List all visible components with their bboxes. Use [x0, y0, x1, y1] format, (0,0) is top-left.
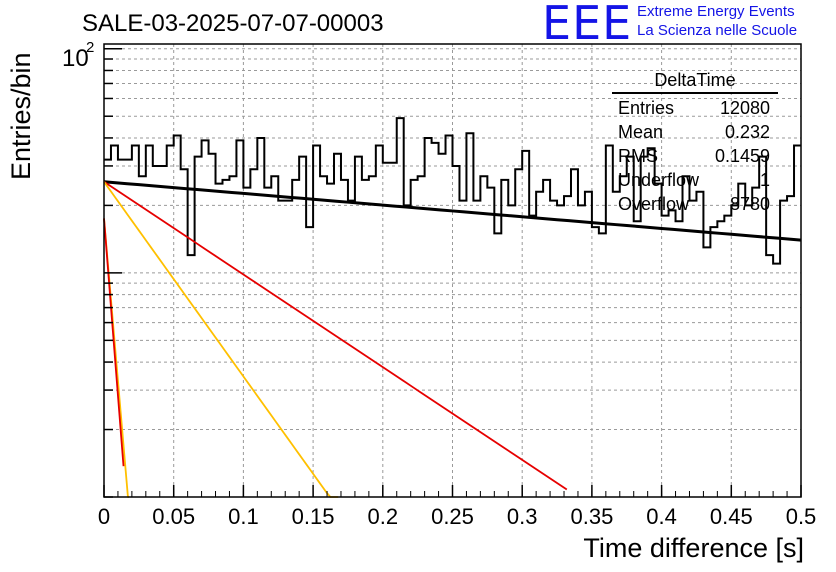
x-tick-label: 0.05 [152, 504, 195, 529]
histogram-steps [104, 117, 801, 265]
logo-line-2: La Scienza nelle Scuole [637, 22, 798, 39]
stats-row: Underflow 1 [612, 168, 778, 192]
stats-row: Overflow 8780 [612, 192, 778, 216]
x-tick-label: 0.2 [368, 504, 399, 529]
x-tick-label: 0.4 [646, 504, 677, 529]
y-tick-label-100: 10 [62, 45, 89, 72]
stats-label: Mean [618, 122, 664, 142]
stats-value: 0.232 [724, 122, 770, 142]
stats-row: Mean 0.232 [612, 120, 778, 144]
logo-line-1: Extreme Energy Events [637, 3, 795, 20]
stats-value: 8780 [729, 194, 770, 214]
x-tick-label: 0.1 [228, 504, 259, 529]
axis-ticks [103, 47, 802, 498]
stats-row: Entries 12080 [612, 96, 778, 120]
x-tick-label: 0.35 [570, 504, 613, 529]
stats-label: Entries [618, 98, 675, 118]
stats-rows: Entries 12080 Mean 0.232 RMS 0.1459 Underflow 1… [612, 96, 778, 216]
eee-logo: EEE [542, 0, 633, 50]
x-tick-label: 0.45 [710, 504, 753, 529]
fit-line-1 [103, 181, 568, 491]
x-tick-label: 0 [98, 504, 110, 529]
x-axis-title: Time difference [s] [583, 533, 804, 563]
fit-line-0 [103, 180, 802, 242]
x-tick-label: 0.25 [431, 504, 474, 529]
stats-value: 0.1459 [714, 146, 770, 166]
x-tick-label: 0.5 [786, 504, 817, 529]
stats-label: Overflow [618, 194, 690, 214]
fit-line-2 [103, 181, 339, 498]
stats-value: 1 [759, 170, 770, 190]
stats-label: RMS [618, 146, 658, 166]
stats-label: Underflow [618, 170, 700, 190]
y-tick-label-exponent: 2 [86, 39, 94, 56]
x-tick-label: 0.3 [507, 504, 538, 529]
stats-box: DeltaTime Entries 12080 Mean 0.232 RMS 0.1459… [612, 70, 778, 216]
x-tick-label: 0.15 [292, 504, 335, 529]
y-tick-labels: 102 [62, 39, 94, 72]
stats-title: DeltaTime [612, 70, 778, 94]
stats-row: RMS 0.1459 [612, 144, 778, 168]
chart-title: SALE-03-2025-07-07-00003 [82, 10, 384, 37]
histogram-series [104, 117, 801, 265]
fit-lines [103, 180, 802, 498]
y-axis-title: Entries/bin [6, 52, 36, 180]
fit-line-4 [103, 218, 125, 467]
x-tick-labels: 0 0.05 0.1 0.15 0.2 0.25 0.3 0.35 0.4 0.45 0.5 [98, 504, 816, 529]
stats-value: 12080 [719, 98, 770, 118]
